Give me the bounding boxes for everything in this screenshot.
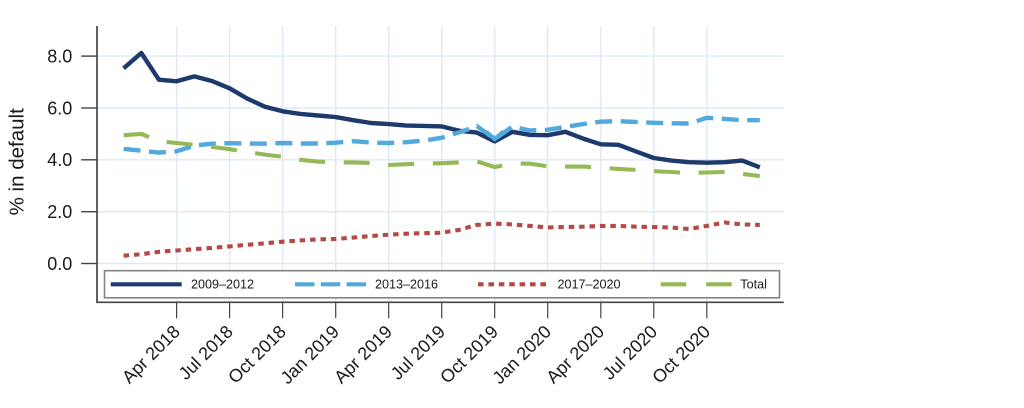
svg-text:0.0: 0.0 [47, 254, 72, 274]
svg-text:2.0: 2.0 [47, 202, 72, 222]
svg-text:4.0: 4.0 [47, 150, 72, 170]
svg-text:2017–2020: 2017–2020 [558, 278, 621, 292]
svg-text:6.0: 6.0 [47, 98, 72, 118]
svg-text:8.0: 8.0 [47, 46, 72, 66]
svg-text:2009–2012: 2009–2012 [191, 278, 254, 292]
svg-text:2013–2016: 2013–2016 [375, 278, 438, 292]
svg-text:Total: Total [740, 278, 767, 292]
svg-text:% in default: % in default [6, 108, 29, 215]
